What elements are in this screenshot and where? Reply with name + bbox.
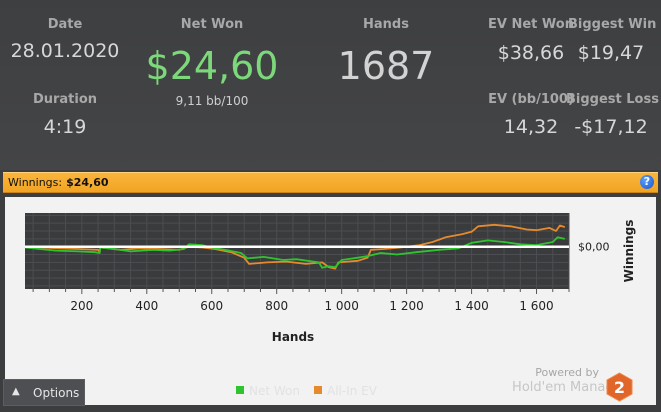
duration-value: 4:19 xyxy=(43,116,87,138)
y-tick-label: $0,00 xyxy=(578,241,610,254)
product-name: Hold'em Manager xyxy=(512,380,627,395)
options-label: Options xyxy=(33,386,80,400)
date-value: 28.01.2020 xyxy=(10,40,120,62)
biggest-loss-label: Biggest Loss xyxy=(566,92,659,107)
winnings-label: Winnings: xyxy=(8,176,63,189)
legend-net-won-label: Net Won xyxy=(249,384,300,398)
chart-series xyxy=(24,223,566,270)
series-line-net-won xyxy=(24,236,565,269)
net-won-bb-per-100: 9,11 bb/100 xyxy=(175,94,249,108)
legend-all-in-ev: All-In EV xyxy=(314,384,377,398)
duration-label: Duration xyxy=(32,92,98,107)
ev-bb-per-100-label: EV (bb/100) xyxy=(488,92,574,107)
powered-by-text: Powered by xyxy=(535,366,599,379)
winnings-header-bar: Winnings: $24,60 ? xyxy=(3,172,658,193)
x-tick-label: 600 xyxy=(200,299,223,313)
x-tick-label: 400 xyxy=(135,299,158,313)
hands-value: 1687 xyxy=(337,44,435,88)
winnings-title: Winnings: $24,60 xyxy=(8,176,109,189)
x-tick-label: 800 xyxy=(265,299,288,313)
net-won-label: Net Won xyxy=(180,17,244,32)
y-axis-label: Winnings xyxy=(622,220,636,283)
x-tick-label: 200 xyxy=(70,299,93,313)
holdem-manager-logo: 2 xyxy=(606,372,633,402)
logo-number: 2 xyxy=(614,378,625,397)
winnings-value: $24,60 xyxy=(66,176,109,189)
net-won-value: $24,60 xyxy=(145,44,279,88)
x-tick-label: 1 600 xyxy=(519,299,553,313)
winnings-chart: 200 400 600 800 1 000 1 200 1 400 1 600 $0,00 W… xyxy=(0,193,661,408)
winnings-chart-svg: 200 400 600 800 1 000 1 200 1 400 1 600 $0,00 W… xyxy=(5,197,656,405)
chevron-up-icon: ▲ xyxy=(12,386,20,397)
biggest-win-value: $19,47 xyxy=(577,42,645,64)
help-icon[interactable]: ? xyxy=(640,175,654,189)
ev-net-won-label: EV Net Won xyxy=(488,17,574,32)
biggest-win-label: Biggest Win xyxy=(568,17,657,32)
all-in-ev-swatch xyxy=(314,386,322,394)
x-axis-ticks: 200 400 600 800 1 000 1 200 1 400 1 600 xyxy=(32,289,570,313)
biggest-loss-value: -$17,12 xyxy=(574,116,648,138)
x-tick-label: 1 200 xyxy=(389,299,423,313)
options-button[interactable]: ▲ Options xyxy=(3,379,85,406)
x-tick-label: 1 000 xyxy=(324,299,358,313)
ev-bb-per-100-value: 14,32 xyxy=(503,116,559,138)
legend-net-won: Net Won xyxy=(236,384,300,398)
ev-net-won-value: $38,66 xyxy=(497,42,565,64)
legend-all-in-ev-label: All-In EV xyxy=(327,384,377,398)
net-won-swatch xyxy=(236,386,244,394)
x-axis-label: Hands xyxy=(272,330,314,344)
date-label: Date xyxy=(47,17,83,32)
x-tick-label: 1 400 xyxy=(454,299,488,313)
stats-area: Date 28.01.2020 Duration 4:19 Net Won $2… xyxy=(0,0,661,170)
hands-label: Hands xyxy=(363,17,409,32)
